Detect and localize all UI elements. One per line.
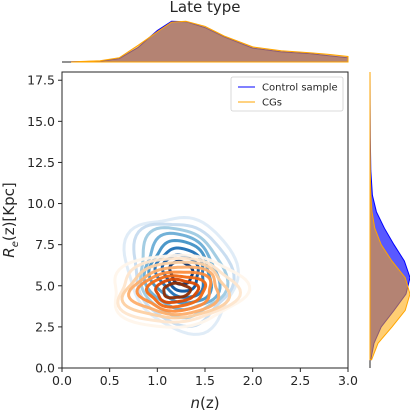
x-tick-label: 3.0 [338,373,358,388]
top-marginal-density [62,20,349,63]
x-tick-label: 2.0 [243,373,263,388]
top-density-1 [70,20,349,63]
kde-contours [113,215,252,336]
y-tick-label: 2.5 [35,319,55,334]
contour-line [147,238,214,305]
right-density-1 [369,71,410,361]
legend: Control sample CGs [230,76,344,112]
x-tick-label: 0.5 [100,373,120,388]
y-tick-label: 17.5 [27,73,55,88]
contour-line [122,215,240,336]
y-tick-label: 10.0 [27,196,55,211]
legend-label-control: Control sample [262,83,338,94]
y-tick-label: 5.0 [35,278,55,293]
contour-line [144,274,208,309]
contour-line [127,265,221,317]
x-axis-label: n(z) [190,394,219,412]
main-plot-area [61,71,349,369]
contour-line [162,281,193,300]
x-tick-label: 1.5 [195,373,215,388]
y-tick-label: 7.5 [35,237,55,252]
x-tick-label: 0.0 [52,373,72,388]
legend-box [230,76,344,112]
contour-line [113,253,252,329]
y-tick-label: 15.0 [27,114,55,129]
contour-line [154,277,201,305]
contour-line [116,256,243,324]
chart-title: Late type [170,0,241,16]
contour-set-1 [113,253,252,329]
legend-label-cgs: CGs [262,98,282,109]
contour-line [120,260,232,320]
y-axis-label: Re(z)[Kpc] [0,182,21,257]
right-marginal-density [369,71,410,368]
x-axis-ticks: 0.0 0.5 1.0 1.5 2.0 2.5 3.0 [52,368,358,388]
y-axis-ticks: 0.0 2.5 5.0 7.5 10.0 12.5 15.0 17.5 [27,73,62,376]
y-tick-label: 0.0 [35,361,55,376]
y-tick-label: 12.5 [27,155,55,170]
x-tick-label: 2.5 [290,373,310,388]
x-tick-label: 1.0 [147,373,167,388]
contour-line [135,270,213,313]
